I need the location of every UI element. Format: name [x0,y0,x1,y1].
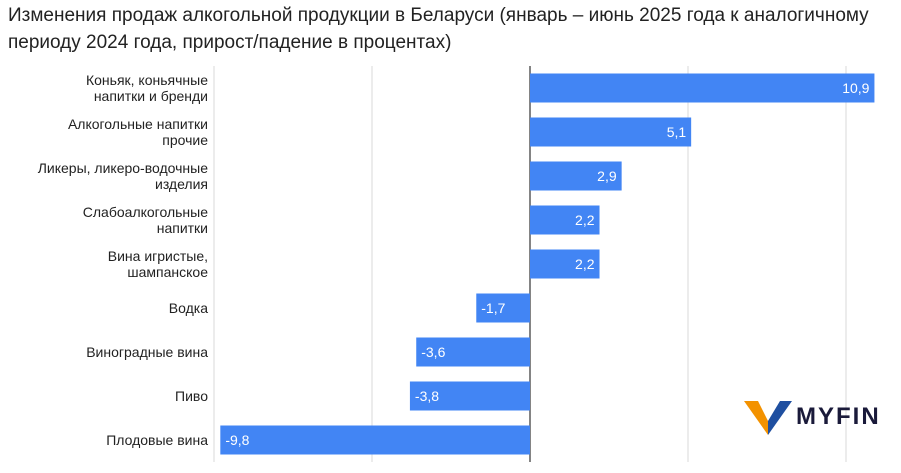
category-label: Вина игристые, шампанское [108,248,208,280]
category-label-line: прочие [162,132,208,148]
bar [476,293,530,323]
category-label-line: Пиво [175,388,208,404]
myfin-logo-text: MYFIN [796,403,881,430]
category-label-line: Вина игристые, [108,248,208,264]
category-label-line: Ликеры, ликеро-водочные [38,160,208,176]
category-label-line: Водка [169,300,208,316]
category-label-line: Коньяк, коньячные [86,72,208,88]
category-label: Водка [169,300,208,316]
category-label-line: Виноградные вина [86,344,208,360]
myfin-logo-mark-icon [744,401,792,435]
bar-value-label: -1,7 [481,300,505,316]
bar [416,337,530,367]
category-label-line: Слабоалкогольные [83,204,208,220]
category-label-line: напитки и бренди [94,88,208,104]
bar [530,161,622,191]
category-label-line: напитки [157,220,208,236]
category-label-line: шампанское [127,264,208,280]
category-label: Ликеры, ликеро-водочные изделия [38,160,208,192]
category-label: Коньяк, коньячные напитки и бренди [86,72,208,104]
category-label: Плодовые вина [106,432,208,448]
bar [409,381,530,411]
category-label-line: Алкогольные напитки [68,116,208,132]
category-label-line: изделия [155,176,208,192]
myfin-logo: MYFIN [744,399,881,435]
category-label: Виноградные вина [86,344,208,360]
bar-value-label: -3,6 [421,344,445,360]
bar-value-label: -3,8 [415,388,439,404]
bar-value-label: 5,1 [667,124,687,140]
bar-value-label: 2,9 [597,168,617,184]
bar [530,73,875,103]
bar [220,425,530,455]
bar-value-label: 2,2 [575,212,595,228]
category-label-line: Плодовые вина [106,432,208,448]
chart-title: Изменения продаж алкогольной продукции в… [8,5,869,53]
bar [530,117,692,147]
bar [530,205,600,235]
category-label: Пиво [175,388,208,404]
bar-value-label: -9,8 [225,432,249,448]
bar-value-label: 10,9 [842,80,869,96]
category-label: Слабоалкогольные напитки [83,204,208,236]
category-label: Алкогольные напитки прочие [68,116,208,148]
bar [530,249,600,279]
bar-value-label: 2,2 [575,256,595,272]
